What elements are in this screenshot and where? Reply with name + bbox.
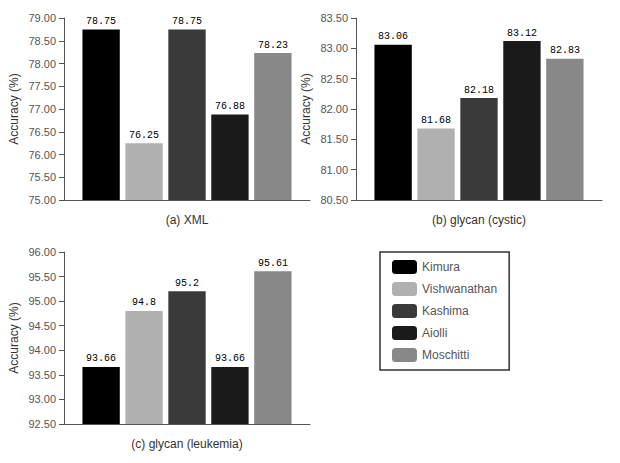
svg-text:83.12: 83.12 (507, 28, 537, 39)
svg-text:81.68: 81.68 (421, 115, 451, 126)
svg-text:76.00: 76.00 (28, 149, 56, 161)
svg-text:82.18: 82.18 (464, 85, 494, 96)
svg-text:76.88: 76.88 (215, 101, 245, 112)
svg-text:Kashima: Kashima (422, 304, 469, 318)
svg-text:95.00: 95.00 (28, 295, 56, 307)
svg-text:75.00: 75.00 (28, 194, 56, 206)
svg-text:94.50: 94.50 (28, 320, 56, 332)
svg-text:81.50: 81.50 (320, 133, 348, 145)
svg-text:(b) glycan (cystic): (b) glycan (cystic) (432, 213, 526, 227)
svg-text:79.00: 79.00 (28, 12, 56, 24)
svg-text:78.75: 78.75 (86, 16, 116, 27)
svg-text:96.00: 96.00 (28, 246, 56, 258)
svg-text:78.50: 78.50 (28, 35, 56, 47)
svg-text:Vishwanathan: Vishwanathan (422, 282, 497, 296)
svg-text:78.75: 78.75 (172, 16, 202, 27)
svg-text:Moschitti: Moschitti (422, 348, 469, 362)
svg-text:78.00: 78.00 (28, 58, 56, 70)
svg-text:83.06: 83.06 (378, 31, 408, 42)
svg-text:95.61: 95.61 (258, 258, 288, 269)
svg-text:95.2: 95.2 (175, 278, 199, 289)
svg-text:94.8: 94.8 (132, 297, 156, 308)
svg-text:82.83: 82.83 (550, 45, 580, 56)
svg-text:Aiolli: Aiolli (422, 326, 447, 340)
svg-text:83.00: 83.00 (320, 42, 348, 54)
svg-text:80.50: 80.50 (320, 194, 348, 206)
svg-text:82.00: 82.00 (320, 103, 348, 115)
svg-text:81.00: 81.00 (320, 164, 348, 176)
svg-text:93.66: 93.66 (86, 353, 116, 364)
svg-text:76.25: 76.25 (129, 130, 159, 141)
svg-text:92.50: 92.50 (28, 418, 56, 430)
svg-text:93.50: 93.50 (28, 369, 56, 381)
svg-text:78.23: 78.23 (258, 40, 288, 51)
svg-text:93.00: 93.00 (28, 393, 56, 405)
svg-text:(c) glycan (leukemia): (c) glycan (leukemia) (131, 437, 242, 451)
svg-text:Kimura: Kimura (422, 260, 460, 274)
svg-text:77.50: 77.50 (28, 80, 56, 92)
svg-text:Accuracy (%): Accuracy (%) (7, 302, 21, 373)
svg-text:77.00: 77.00 (28, 103, 56, 115)
svg-text:Accuracy (%): Accuracy (%) (7, 73, 21, 144)
svg-text:82.50: 82.50 (320, 73, 348, 85)
svg-text:76.50: 76.50 (28, 126, 56, 138)
svg-text:93.66: 93.66 (215, 353, 245, 364)
svg-text:94.00: 94.00 (28, 344, 56, 356)
svg-text:Accuracy (%): Accuracy (%) (299, 73, 313, 144)
svg-text:75.50: 75.50 (28, 171, 56, 183)
svg-text:83.50: 83.50 (320, 12, 348, 24)
svg-text:95.50: 95.50 (28, 271, 56, 283)
svg-text:(a) XML: (a) XML (166, 213, 209, 227)
